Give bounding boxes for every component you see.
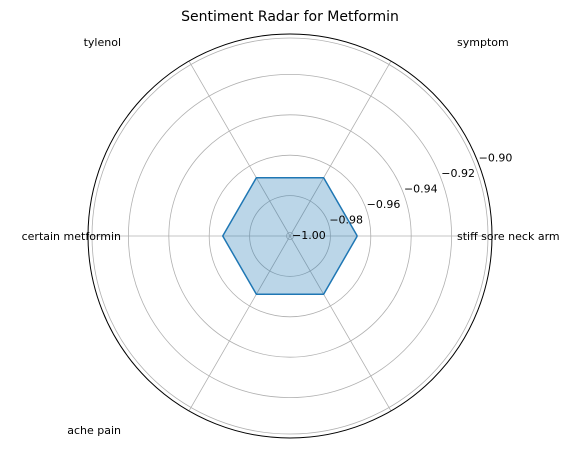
category-label-1: symptom	[457, 36, 509, 49]
category-label-3: certain metformin	[22, 230, 121, 243]
radial-tick-label-0: −1.00	[292, 229, 326, 242]
label-layer: stiff sore neck arm symptom tylenol certain…	[22, 36, 560, 437]
radial-grid	[88, 37, 492, 435]
radial-tick-label-4: −0.92	[441, 167, 475, 180]
origin-marker	[286, 232, 294, 240]
category-label-4: ache pain	[67, 424, 121, 437]
series-area-0	[222, 177, 358, 295]
radial-tick-label-3: −0.94	[404, 183, 438, 196]
radial-tick-label-1: −0.98	[329, 214, 363, 227]
category-label-2: tylenol	[84, 36, 121, 49]
spoke-2	[188, 60, 291, 237]
spoke-4	[188, 235, 291, 412]
radial-tick-label-2: −0.96	[367, 198, 401, 211]
series-layer	[221, 177, 358, 295]
chart-title: Sentiment Radar for Metformin	[181, 9, 399, 25]
spoke-1	[289, 60, 392, 237]
radial-tick-label-5: −0.90	[479, 152, 513, 165]
spoke-5	[289, 235, 392, 412]
grid-circle-outer	[91, 37, 489, 435]
category-label-0: stiff sore neck arm	[457, 230, 560, 243]
polar-frame	[87, 33, 493, 439]
